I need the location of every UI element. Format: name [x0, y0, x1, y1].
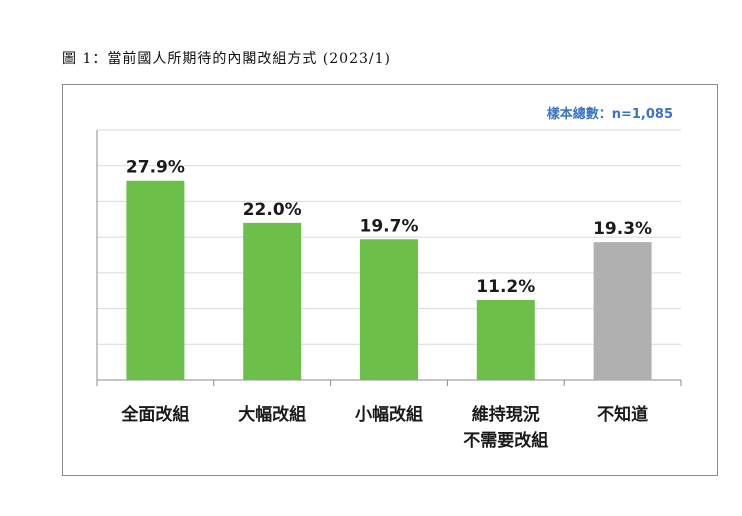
bar	[243, 222, 302, 380]
bar-chart: 27.9% 全面改組 22.0% 大幅改組 19.7% 小幅改組 11.2% 維持現況不需要改…	[96, 129, 682, 451]
bar-value-label: 19.3%	[593, 219, 652, 239]
bar-value-label: 22.0%	[243, 200, 302, 220]
bar	[593, 242, 652, 380]
category-label: 全面改組	[120, 404, 189, 425]
bar-value-label: 19.7%	[360, 216, 419, 236]
bar	[126, 180, 185, 380]
figure-caption: 圖 1：當前國人所期待的內閣改組方式 (2023/1)	[62, 51, 391, 67]
bar-value-label: 11.2%	[476, 277, 535, 297]
sample-size-note: 樣本總數：n=1,085	[546, 107, 673, 122]
chart-frame: 樣本總數：n=1,085 27.9% 全面改組 22.0% 大幅改組 19.7% 小幅改組…	[62, 84, 718, 476]
category-label: 不需要改組	[463, 430, 548, 451]
bar	[476, 300, 535, 380]
bar-value-label: 27.9%	[126, 158, 185, 178]
bar	[360, 239, 418, 380]
category-label: 不知道	[597, 404, 648, 425]
category-label: 大幅改組	[238, 404, 306, 425]
category-label: 維持現況	[472, 404, 540, 425]
category-label: 小幅改組	[355, 404, 423, 425]
